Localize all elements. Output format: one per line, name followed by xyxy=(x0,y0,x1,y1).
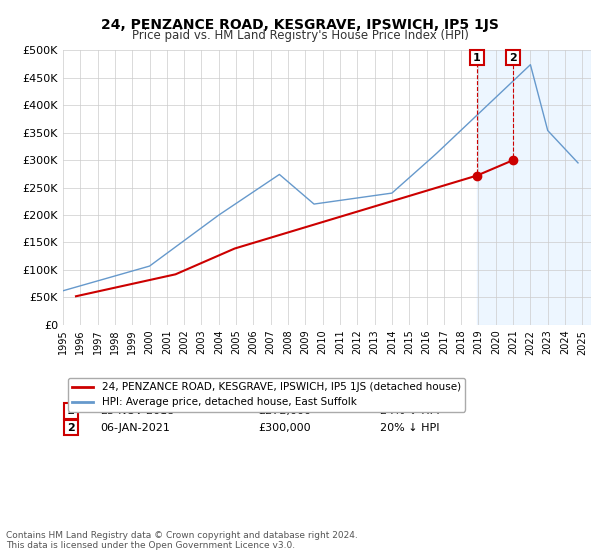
Text: £272,000: £272,000 xyxy=(259,406,311,416)
Text: Contains HM Land Registry data © Crown copyright and database right 2024.
This d: Contains HM Land Registry data © Crown c… xyxy=(6,530,358,550)
Text: 2: 2 xyxy=(67,423,75,433)
Legend: 24, PENZANCE ROAD, KESGRAVE, IPSWICH, IP5 1JS (detached house), HPI: Average pri: 24, PENZANCE ROAD, KESGRAVE, IPSWICH, IP… xyxy=(68,378,465,412)
Text: 24, PENZANCE ROAD, KESGRAVE, IPSWICH, IP5 1JS: 24, PENZANCE ROAD, KESGRAVE, IPSWICH, IP… xyxy=(101,18,499,32)
Text: 20% ↓ HPI: 20% ↓ HPI xyxy=(380,423,439,433)
Text: 06-JAN-2021: 06-JAN-2021 xyxy=(100,423,170,433)
Bar xyxy=(477,50,591,325)
Text: 1: 1 xyxy=(67,406,75,416)
Text: £300,000: £300,000 xyxy=(259,423,311,433)
Text: 24% ↓ HPI: 24% ↓ HPI xyxy=(380,406,439,416)
Text: Price paid vs. HM Land Registry's House Price Index (HPI): Price paid vs. HM Land Registry's House … xyxy=(131,29,469,42)
Text: 1: 1 xyxy=(473,53,481,63)
Text: 23-NOV-2018: 23-NOV-2018 xyxy=(100,406,174,416)
Text: 2: 2 xyxy=(509,53,517,63)
